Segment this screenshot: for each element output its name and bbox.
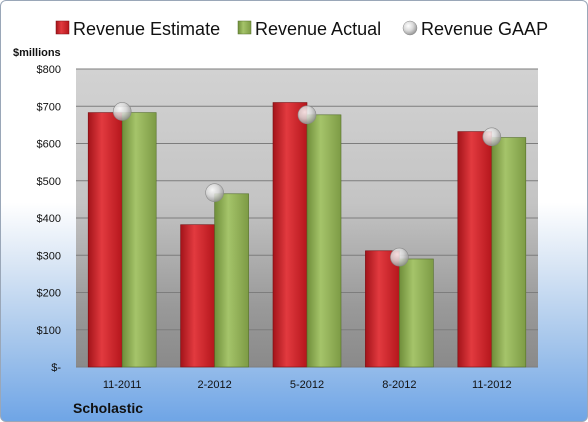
legend-swatch-actual: [237, 20, 252, 35]
bar-revenue-actual: [121, 112, 157, 368]
bar-revenue-estimate: [365, 250, 400, 368]
marker-revenue-gaap: [297, 105, 317, 125]
bar-revenue-estimate: [87, 112, 123, 368]
bar-revenue-estimate: [180, 224, 215, 368]
x-tick-label: 11-2012: [472, 379, 512, 391]
bar-revenue-actual: [399, 258, 434, 368]
company-label: Scholastic: [73, 400, 143, 416]
x-tick-label: 5-2012: [290, 379, 324, 391]
marker-revenue-gaap: [390, 247, 409, 267]
y-tick-label: $300: [37, 250, 61, 262]
y-tick-label: $200: [37, 288, 61, 300]
gaap-markers: [112, 102, 502, 267]
legend-swatch-estimate: [55, 20, 70, 35]
y-tick-label: $100: [37, 325, 61, 337]
legend-marker-gaap: [402, 20, 418, 36]
x-tick-label: 11-2011: [103, 379, 142, 391]
y-axis-ticks: $- $100 $200 $300 $400 $500 $600 $700 $800: [37, 64, 62, 374]
legend: Revenue Estimate Revenue Actual Revenue …: [55, 19, 548, 39]
bar-revenue-actual: [306, 114, 342, 368]
x-axis-ticks: 11-2011 2-2012 5-2012 8-2012 11-2012: [103, 379, 512, 391]
y-tick-label: $500: [37, 176, 61, 188]
x-tick-label: 2-2012: [197, 379, 231, 391]
bars: [87, 102, 527, 368]
y-tick-label: $-: [51, 362, 61, 374]
y-tick-label: $800: [37, 64, 61, 76]
bar-revenue-estimate: [272, 102, 308, 368]
legend-label-actual: Revenue Actual: [255, 19, 381, 39]
y-unit-label: $millions: [13, 47, 61, 59]
legend-label-gaap: Revenue GAAP: [421, 19, 548, 39]
marker-revenue-gaap: [482, 127, 502, 147]
legend-label-estimate: Revenue Estimate: [73, 19, 220, 39]
marker-revenue-gaap: [205, 183, 224, 202]
y-tick-label: $600: [37, 139, 61, 151]
bar-revenue-actual: [214, 193, 249, 368]
marker-revenue-gaap: [112, 102, 132, 121]
bar-revenue-actual: [491, 137, 527, 368]
bar-revenue-estimate: [457, 131, 493, 368]
x-tick-label: 8-2012: [382, 379, 416, 391]
y-tick-label: $700: [37, 101, 61, 113]
y-tick-label: $400: [37, 213, 61, 225]
